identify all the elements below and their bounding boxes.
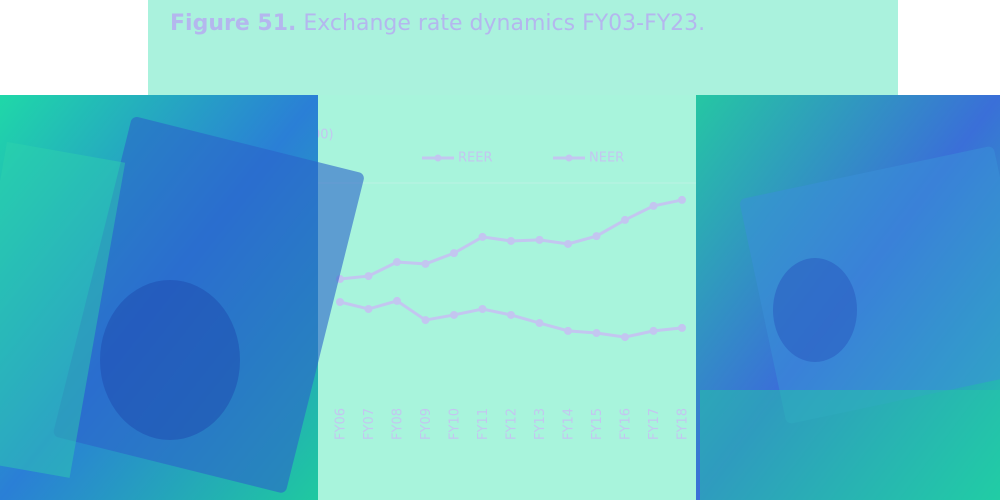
- point: [649, 201, 658, 210]
- x-tick-label: FY10: [448, 408, 463, 440]
- point: [478, 305, 487, 314]
- x-tick-label: FY13: [533, 408, 548, 440]
- point: [564, 326, 572, 335]
- banknote: [700, 390, 1000, 500]
- legend-label: NEER: [589, 151, 624, 166]
- portrait: [100, 280, 240, 440]
- banknote: [0, 141, 126, 478]
- emblem: [773, 258, 857, 362]
- legend-label: REER: [458, 151, 493, 166]
- x-tick-label: FY12: [505, 408, 520, 440]
- point: [393, 258, 401, 267]
- x-tick-label: FY09: [419, 408, 434, 440]
- chart-title: Figure 51. Exchange rate dynamics FY03-F…: [170, 11, 705, 36]
- x-tick-label: FY14: [562, 408, 577, 440]
- x-tick-label: FY15: [590, 408, 605, 440]
- point: [421, 259, 430, 268]
- point: [507, 236, 515, 245]
- x-tick-label: FY08: [391, 408, 406, 440]
- point: [535, 235, 544, 244]
- point: [678, 323, 686, 332]
- chart-panel: [318, 95, 696, 500]
- point: [678, 195, 686, 204]
- point: [364, 272, 373, 281]
- point: [364, 305, 373, 314]
- point: [535, 319, 544, 328]
- legend-marker: [434, 154, 442, 162]
- point: [393, 296, 401, 305]
- right-photo: [696, 95, 1000, 500]
- point: [592, 329, 601, 338]
- title-prefix: Figure 51.: [170, 11, 296, 36]
- point: [450, 310, 458, 319]
- point: [478, 232, 487, 241]
- point: [507, 310, 515, 319]
- header-panel: [148, 0, 898, 95]
- legend-marker: [565, 154, 573, 162]
- left-photo: [0, 95, 364, 500]
- x-tick-label: FY18: [676, 408, 691, 440]
- point: [421, 316, 430, 325]
- point: [621, 215, 629, 224]
- x-tick-label: FY06: [334, 408, 349, 440]
- point: [564, 239, 572, 248]
- point: [450, 249, 458, 258]
- point: [621, 333, 629, 342]
- x-tick-label: FY17: [647, 408, 662, 440]
- point: [336, 297, 344, 306]
- x-tick-label: FY07: [362, 408, 377, 440]
- point: [592, 232, 601, 241]
- x-tick-label: FY11: [476, 408, 491, 440]
- point: [649, 326, 658, 335]
- x-tick-label: FY16: [619, 408, 634, 440]
- title-text: Exchange rate dynamics FY03-FY23.: [303, 11, 705, 36]
